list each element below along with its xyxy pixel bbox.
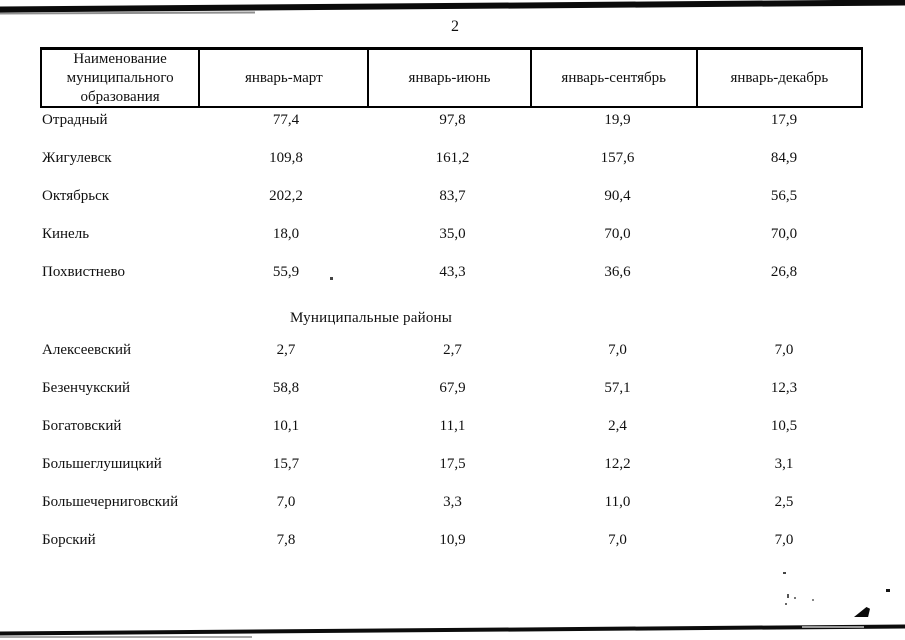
value-cell-jan-mar: 55,9 [272, 264, 300, 280]
municipality-name-cell: Кинель [42, 226, 90, 242]
table-row: Алексеевский 2,7 2,7 7,0 7,0 [40, 338, 863, 376]
scan-artifact-bottom-dash [802, 626, 864, 628]
table-row: Похвистнево 55,9 43,3 36,6 26,8 [40, 260, 863, 298]
municipality-name-cell: Октябрьск [42, 188, 110, 204]
value-cell-jan-sep: 19,9 [604, 112, 631, 128]
value-cell-jan-mar: 2,7 [276, 342, 296, 358]
table-row: Богатовский 10,1 11,1 2,4 10,5 [40, 414, 863, 452]
col-header-january-december: январь-декабрь [695, 50, 861, 106]
municipality-name-cell: Большечерниговский [42, 494, 179, 510]
value-cell-jan-dec: 56,5 [770, 188, 798, 204]
col-header-january-june: январь-июнь [367, 50, 529, 106]
section-header-municipal-districts: Муниципальные районы [290, 310, 453, 326]
value-cell-jan-jun: 43,3 [439, 264, 466, 280]
value-cell-jan-jun: 10,9 [439, 532, 466, 548]
table-row: Большечерниговский 7,0 3,3 11,0 2,5 [40, 490, 863, 528]
value-cell-jan-sep: 70,0 [604, 226, 631, 242]
table-body: Отрадный 77,4 97,8 19,9 17,9 Жигулевск 1… [40, 108, 863, 566]
value-cell-jan-mar: 77,4 [272, 112, 300, 128]
scan-artifact-bottom-gray-line [0, 636, 252, 638]
value-cell-jan-mar: 7,0 [276, 494, 296, 510]
value-cell-jan-sep: 7,0 [608, 532, 627, 548]
scan-corner-mark [854, 607, 870, 617]
value-cell-jan-dec: 7,0 [774, 532, 794, 548]
municipality-name-cell: Большеглушицкий [42, 456, 162, 472]
value-cell-jan-mar: 202,2 [269, 188, 303, 204]
col-header-municipality: Наименование муниципального образования [66, 50, 174, 105]
scan-artifact-top-gray-line [0, 11, 256, 15]
value-cell-jan-dec: 10,5 [770, 418, 798, 434]
value-cell-jan-jun: 2,7 [443, 342, 462, 358]
statistics-table: Наименование муниципального образования … [40, 47, 863, 566]
scan-speck [812, 599, 814, 601]
value-cell-jan-mar: 58,8 [272, 380, 300, 396]
table-row: Безенчукский 58,8 67,9 57,1 12,3 [40, 376, 863, 414]
scan-speck [785, 603, 787, 605]
value-cell-jan-jun: 161,2 [435, 150, 470, 166]
value-cell-jan-dec: 70,0 [770, 226, 798, 242]
value-cell-jan-sep: 90,4 [604, 188, 631, 204]
table-row: Кинель 18,0 35,0 70,0 70,0 [40, 222, 863, 260]
scan-speck [886, 589, 890, 592]
value-cell-jan-mar: 7,8 [276, 532, 296, 548]
value-cell-jan-dec: 17,9 [770, 112, 798, 128]
value-cell-jan-mar: 109,8 [269, 150, 303, 166]
value-cell-jan-sep: 57,1 [604, 380, 631, 396]
value-cell-jan-sep: 36,6 [604, 264, 631, 280]
value-cell-jan-sep: 12,2 [604, 456, 631, 472]
scan-speck [330, 277, 333, 280]
municipality-name-cell: Безенчукский [42, 380, 131, 396]
municipality-name-cell: Алексеевский [42, 342, 132, 358]
table-row: Борский 7,8 10,9 7,0 7,0 [40, 528, 863, 566]
value-cell-jan-sep: 2,4 [608, 418, 627, 434]
value-cell-jan-jun: 11,1 [439, 418, 466, 434]
value-cell-jan-jun: 97,8 [439, 112, 466, 128]
scan-speck [794, 597, 796, 599]
col-header-january-march: январь-март [198, 50, 367, 106]
value-cell-jan-dec: 12,3 [770, 380, 798, 396]
col-header-january-september: январь-сентябрь [529, 50, 696, 106]
scan-artifact-top-bar [0, 0, 905, 13]
value-cell-jan-sep: 11,0 [604, 494, 631, 510]
value-cell-jan-dec: 84,9 [770, 150, 798, 166]
value-cell-jan-jun: 83,7 [439, 188, 466, 204]
scan-speck [787, 594, 789, 598]
table-row: Большеглушицкий 15,7 17,5 12,2 3,1 [40, 452, 863, 490]
municipality-name-cell: Похвистнево [42, 264, 125, 280]
page-number: 2 [451, 18, 459, 35]
municipality-name-cell: Жигулевск [42, 150, 112, 166]
value-cell-jan-mar: 18,0 [272, 226, 300, 242]
value-cell-jan-sep: 7,0 [608, 342, 627, 358]
municipality-name-cell: Отрадный [42, 112, 108, 128]
value-cell-jan-mar: 10,1 [272, 418, 300, 434]
table-header-row: Наименование муниципального образования … [40, 47, 863, 108]
value-cell-jan-jun: 67,9 [439, 380, 466, 396]
municipality-name-cell: Борский [42, 532, 96, 548]
table-row: Жигулевск 109,8 161,2 157,6 84,9 [40, 146, 863, 184]
municipality-name-cell: Богатовский [42, 418, 122, 434]
value-cell-jan-jun: 17,5 [439, 456, 466, 472]
value-cell-jan-dec: 3,1 [774, 456, 794, 472]
value-cell-jan-sep: 157,6 [600, 150, 635, 166]
value-cell-jan-jun: 3,3 [443, 494, 462, 510]
table-row: Отрадный 77,4 97,8 19,9 17,9 [40, 108, 863, 146]
value-cell-jan-dec: 2,5 [774, 494, 794, 510]
value-cell-jan-jun: 35,0 [439, 226, 466, 242]
table-row: Октябрьск 202,2 83,7 90,4 56,5 [40, 184, 863, 222]
scan-artifact-bottom-bar [0, 624, 905, 636]
value-cell-jan-mar: 15,7 [272, 456, 300, 472]
value-cell-jan-dec: 26,8 [770, 264, 798, 280]
district-rows-group: Алексеевский 2,7 2,7 7,0 7,0 Безенчукски… [40, 338, 863, 566]
value-cell-jan-dec: 7,0 [774, 342, 794, 358]
scan-speck [783, 572, 786, 574]
city-rows-group: Отрадный 77,4 97,8 19,9 17,9 Жигулевск 1… [40, 108, 863, 298]
